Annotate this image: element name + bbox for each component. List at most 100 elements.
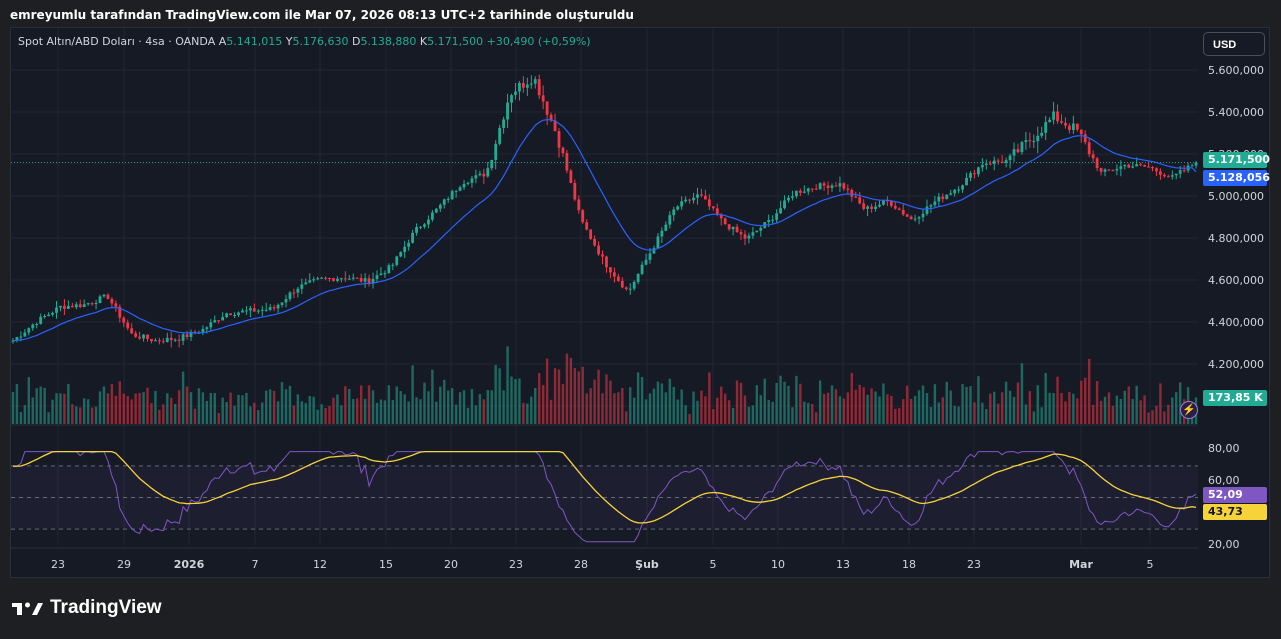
volume-bar [423,382,426,424]
volume-bar [1016,382,1020,424]
candle-body [1166,176,1170,178]
candle-body [90,303,94,305]
volume-bar [462,390,466,424]
volume-bar [1068,391,1071,424]
candle-body [933,201,937,206]
candle-body [308,280,312,283]
price-axis-label: 5.000,000 [1208,190,1264,203]
candle-body [35,324,39,326]
volume-bar [177,390,181,424]
volume-bar [929,406,933,424]
candle-body [775,213,779,220]
volume-bar [534,387,537,424]
volume-bar [470,389,474,424]
volume-bar [605,374,608,424]
volume-bar [332,397,335,424]
volume-bar [775,382,778,424]
volume-bar [937,402,941,424]
volume-bar [945,381,948,424]
candle-body [320,277,323,279]
volume-bar [134,393,137,424]
candle-body [818,183,822,190]
volume-bar [909,398,913,424]
candle-body [375,275,379,279]
candle-body [996,160,1000,162]
candle-body [316,278,320,280]
time-axis-label: 10 [771,558,785,571]
volume-bar [541,385,545,424]
candle-body [1155,168,1158,172]
volume-bar [961,383,964,424]
volume-bar [43,387,46,424]
candle-body [462,183,466,188]
volume-bar [767,400,770,424]
candle-body [312,279,316,281]
candle-body [1060,121,1063,123]
volume-bar [632,397,636,424]
candle-body [1052,111,1055,120]
candle-body [771,219,775,221]
candle-body [668,215,672,225]
candle-body [371,278,375,284]
volume-bar [1028,391,1032,424]
candle-body [585,222,589,230]
candle-body [399,252,403,257]
candle-body [138,336,141,339]
candle-body [545,101,549,115]
volume-bar [799,383,802,424]
candle-body [565,153,569,171]
candle-body [193,331,197,333]
candle-body [446,198,450,200]
volume-bar [557,369,561,424]
candle-body [743,234,747,239]
volume-bar [1139,400,1142,424]
candle-body [901,209,905,215]
volume-badge: 173,85 K [1203,390,1267,406]
currency-button[interactable]: USD [1203,32,1265,56]
lightning-icon[interactable]: ⚡ [1180,401,1198,419]
volume-bar [118,381,122,424]
candle-body [589,229,593,239]
candle-body [917,217,921,219]
volume-bar [597,369,600,424]
candle-body [1040,132,1044,136]
volume-bar [19,412,23,424]
volume-bar [1159,383,1162,424]
volume-bar [257,410,260,424]
candle-body [826,185,830,189]
candle-body [296,288,300,293]
volume-bar [431,369,434,424]
volume-bar [189,392,193,424]
candle-body [165,337,169,342]
volume-bar [359,385,363,424]
candle-body [1103,169,1107,172]
candle-body [510,95,513,103]
volume-bar [253,402,256,424]
candle-body [791,196,794,198]
symbol-name[interactable]: Spot Altın/ABD Doları · 4sa · OANDA [18,35,216,48]
volume-bar [415,397,418,424]
candle-body [466,182,470,184]
candle-body [51,312,54,315]
candle-body [711,206,715,209]
candle-body [684,199,688,202]
volume-bar [890,395,893,424]
candle-body [110,298,114,304]
candle-body [605,256,608,268]
volume-bar [51,399,54,424]
volume-bar [320,404,323,424]
candle-body [759,227,763,231]
chart-frame[interactable] [10,27,1270,578]
volume-bar [755,385,759,424]
volume-bar [502,390,505,424]
volume-bar [443,379,446,424]
volume-bar [1000,392,1004,424]
candle-body [992,160,996,164]
candle-body [241,310,244,313]
candle-body [1000,161,1004,163]
volume-bar [158,409,161,424]
time-axis-label: 23 [967,558,981,571]
candle-body [830,185,834,189]
volume-bar [154,390,157,424]
